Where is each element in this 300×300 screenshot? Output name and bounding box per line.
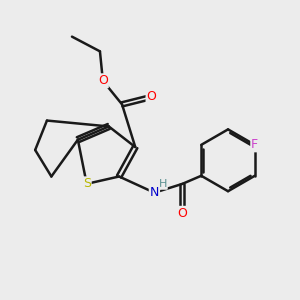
Text: H: H — [158, 179, 167, 189]
Text: O: O — [98, 74, 108, 87]
Text: O: O — [178, 207, 187, 220]
Text: N: N — [150, 186, 159, 199]
Text: F: F — [251, 138, 258, 151]
Text: O: O — [146, 91, 156, 103]
Text: S: S — [83, 177, 91, 190]
